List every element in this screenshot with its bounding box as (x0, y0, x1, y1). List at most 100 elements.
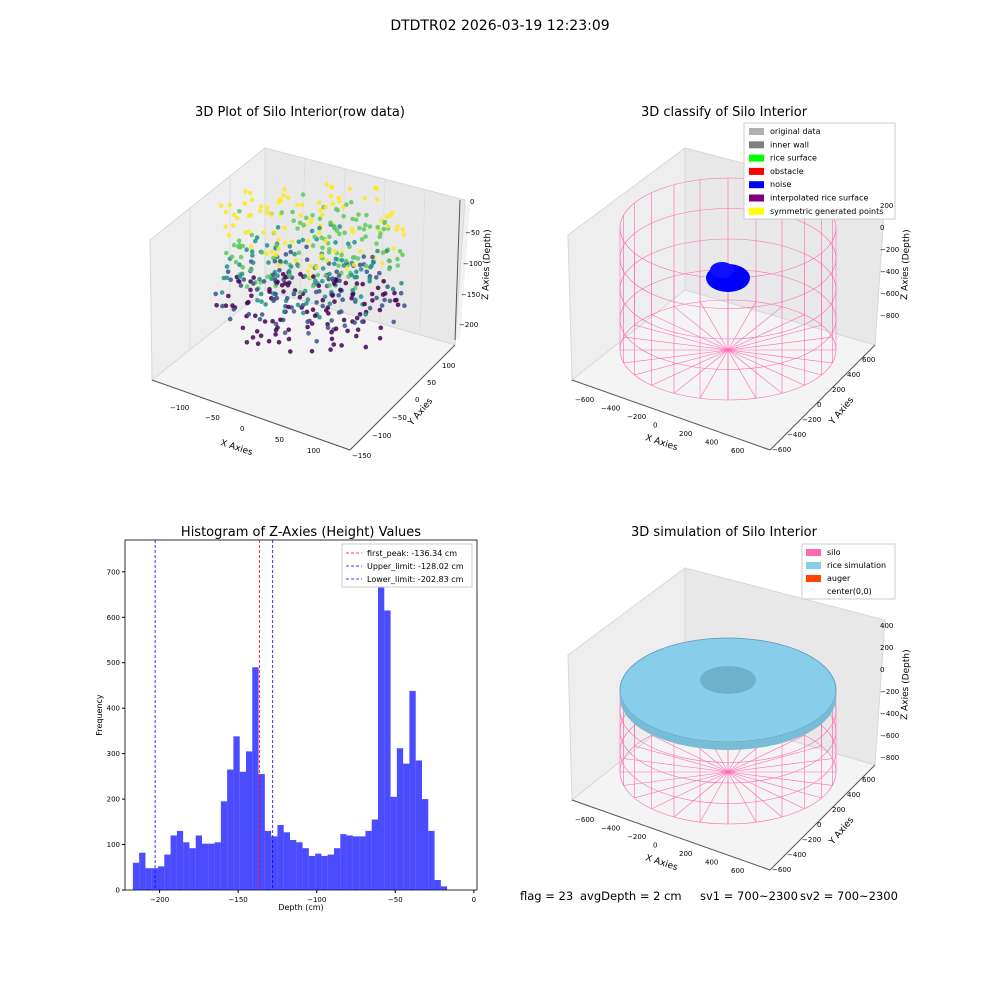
raw-point-cloud (213, 181, 407, 354)
raw-point (357, 262, 363, 268)
figure-title: DTDTR02 2026-03-19 12:23:09 (390, 18, 610, 34)
classify-y-tick-label: −600 (772, 446, 791, 454)
raw-point (375, 224, 381, 230)
raw-point (298, 212, 303, 218)
simulation-y-tick-label: −400 (787, 851, 806, 859)
raw-point (292, 251, 297, 257)
raw-point (379, 218, 384, 223)
raw-point (320, 278, 325, 284)
raw-point (302, 288, 308, 294)
raw-point (272, 296, 277, 302)
silo-spoke (727, 306, 783, 351)
raw-x-ticks: −100 −50 0 50 100 (170, 404, 320, 455)
histogram-bar (176, 830, 184, 890)
raw-point (371, 259, 376, 264)
histogram-bar (227, 769, 234, 890)
raw-point (339, 252, 344, 258)
raw-point (328, 220, 333, 225)
raw-point (272, 229, 277, 235)
raw-point (352, 320, 357, 325)
raw-point (249, 197, 255, 203)
raw-y-tick: 100 (442, 362, 455, 370)
histogram-bar (403, 763, 410, 890)
classify-plot-title: 3D classify of Silo Interior (641, 105, 808, 120)
raw-point (304, 215, 309, 221)
raw-point (339, 258, 345, 263)
raw-point (228, 277, 233, 283)
raw-point (329, 318, 334, 323)
raw-point (337, 231, 342, 237)
raw-point (277, 268, 282, 273)
raw-point (351, 262, 357, 268)
raw-point (317, 216, 323, 222)
simulation-y-tick-label: −600 (772, 866, 791, 874)
silo-spoke (623, 758, 729, 773)
raw-point (308, 264, 314, 269)
raw-point (257, 276, 262, 282)
histogram-x-tick-label: −100 (307, 896, 326, 904)
raw-x-label: X Axies (219, 438, 254, 458)
histogram-y-tick-label: 400 (107, 705, 120, 713)
raw-z-tick: −100 (463, 260, 482, 268)
raw-point (285, 195, 291, 200)
raw-point (244, 300, 250, 306)
raw-point (282, 309, 287, 314)
raw-point (251, 275, 256, 280)
raw-point (355, 256, 361, 261)
raw-point (297, 290, 303, 295)
raw-point (231, 307, 237, 312)
raw-point (336, 263, 341, 269)
histogram-bar (440, 886, 448, 890)
histogram-legend-label: Upper_limit: -128.02 cm (367, 562, 464, 571)
raw-point (235, 215, 240, 221)
raw-point (341, 317, 347, 323)
raw-y-label: Y Axies (406, 396, 435, 428)
histogram-bar (233, 736, 240, 890)
raw-point (391, 246, 396, 251)
raw-point (284, 296, 290, 301)
histogram-bar (334, 848, 341, 890)
raw-point (277, 197, 283, 202)
raw-point (378, 231, 383, 236)
raw-point (327, 301, 333, 306)
raw-point (316, 283, 322, 288)
raw-point (324, 181, 330, 187)
raw-point (290, 209, 295, 215)
raw-point (387, 258, 393, 264)
raw-point (377, 307, 383, 313)
legend-label: center(0,0) (827, 587, 872, 596)
raw-z-tick: −50 (465, 229, 480, 237)
raw-point (301, 310, 306, 316)
raw-data-3d-plot: 3D Plot of Silo Interior(row data) −100 … (149, 105, 493, 460)
raw-point (286, 336, 292, 342)
raw-point (350, 292, 356, 297)
classify-z-label: Z Axies (Depth) (900, 229, 912, 300)
raw-point (223, 303, 229, 308)
raw-point (343, 258, 349, 264)
raw-point (305, 238, 311, 244)
raw-point (316, 200, 322, 205)
raw-point (380, 250, 386, 255)
histogram-bar (239, 771, 246, 890)
raw-point (236, 238, 242, 243)
raw-point (360, 319, 365, 324)
simulation-3d-plot: 3D simulation of Silo Interior silo rice … (567, 525, 912, 875)
silo-spoke (727, 734, 805, 773)
raw-point (341, 214, 346, 219)
raw-point (254, 329, 260, 334)
raw-point (370, 298, 375, 303)
raw-point (264, 243, 270, 248)
raw-point (358, 267, 364, 272)
raw-point (314, 300, 319, 305)
silo-spoke (673, 771, 729, 818)
legend-label: rice simulation (827, 561, 886, 570)
raw-point (322, 294, 328, 300)
silo-spoke (651, 314, 729, 351)
classify-x-tick-label: 0 (653, 422, 657, 430)
raw-point (264, 210, 270, 215)
raw-point (362, 196, 368, 201)
raw-point (332, 248, 337, 254)
raw-point (320, 212, 325, 217)
raw-point (282, 241, 288, 246)
histogram-bar (271, 836, 278, 890)
